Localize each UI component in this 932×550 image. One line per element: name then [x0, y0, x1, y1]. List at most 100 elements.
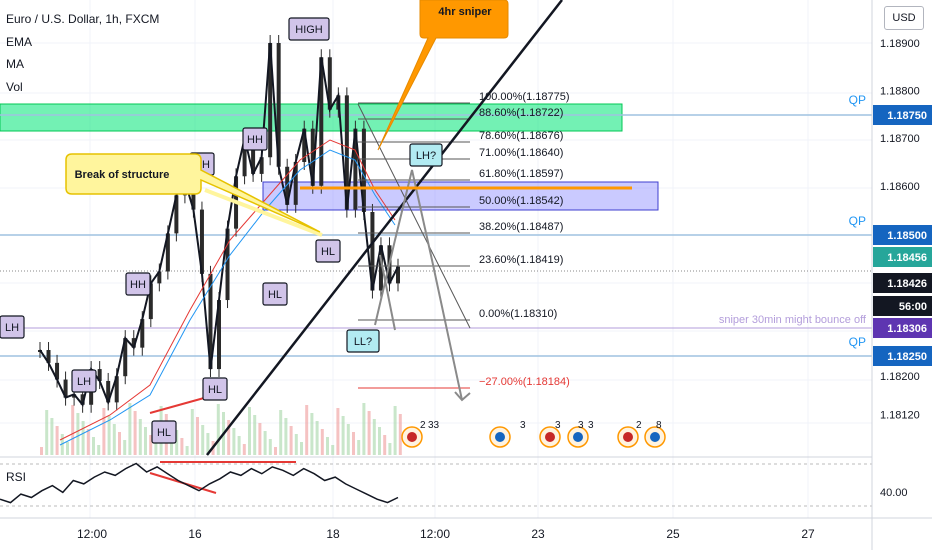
candle-body: [140, 319, 145, 348]
time-tick-label: 27: [801, 527, 815, 541]
sniper-annotation: sniper 30min might bounce off: [719, 314, 867, 326]
candle-body: [276, 43, 281, 167]
volume-bar: [40, 447, 43, 455]
candle-body: [199, 209, 204, 274]
candle-body: [55, 362, 60, 380]
rsi-label: RSI: [6, 470, 27, 484]
structure-label-box: [0, 315, 25, 339]
volume-bar: [107, 416, 111, 455]
candle-body: [361, 128, 366, 212]
currency-button[interactable]: USD: [884, 6, 924, 30]
volume-bar: [237, 436, 241, 455]
candle-body: [157, 271, 162, 284]
structure-label-box: [315, 239, 341, 263]
candle-body: [174, 195, 179, 234]
volume-bar: [263, 431, 267, 455]
time-tick-label: 16: [188, 527, 202, 541]
volume-bar: [253, 415, 257, 455]
time-axis[interactable]: 12:00 16 18 12:00 23 25 27: [77, 527, 815, 541]
rsi-value-label: 40.00: [880, 487, 908, 499]
candle-body: [242, 138, 247, 177]
qp-label: QP: [849, 93, 866, 107]
volume-bar: [185, 446, 189, 455]
fib-label: −27.00%(1.18184): [479, 376, 570, 388]
indicator-ema[interactable]: EMA: [6, 35, 33, 49]
supply-zone-green[interactable]: [0, 103, 623, 132]
structure-label-text: HH: [247, 134, 263, 146]
price-tag-box: [873, 273, 932, 293]
volume-bar: [60, 434, 64, 455]
price-tag-label: 1.18750: [887, 110, 927, 122]
volume-bar: [50, 418, 54, 455]
event-count: 3: [520, 420, 526, 431]
callout-break-of-structure[interactable]: Break of structure: [65, 153, 321, 233]
indicator-ma[interactable]: MA: [6, 57, 24, 71]
break-of-structure-text: Break of structure: [75, 169, 170, 181]
price-tag-box: [873, 225, 932, 245]
volume-bar: [201, 425, 205, 455]
volume-bar: [102, 408, 106, 455]
structure-label-text: LH: [5, 322, 19, 334]
volume-bar: [300, 442, 303, 455]
volume-bar: [242, 444, 246, 455]
volume-bar: [331, 445, 335, 455]
event-count: 2: [636, 420, 642, 431]
structure-label-box: [409, 143, 443, 167]
volume-bar: [76, 413, 80, 455]
candle-body: [72, 394, 77, 398]
structure-label-text: HL: [268, 289, 282, 301]
ma-line: [59, 149, 396, 446]
fib-retracement[interactable]: 100.00%(1.18775) 88.60%(1.18722) 78.60%(1.…: [358, 91, 570, 389]
candle-body: [208, 273, 213, 370]
volume-bar: [133, 411, 137, 455]
volume-bar: [393, 406, 397, 455]
event-count: 2: [420, 420, 426, 431]
structure-label-box: [288, 17, 330, 41]
volume-bar: [97, 445, 101, 455]
structure-label-text: HL: [321, 246, 335, 258]
volume-bars: [40, 403, 402, 455]
candle-body: [131, 338, 136, 348]
fib-label: 88.60%(1.18722): [479, 107, 563, 119]
volume-bar: [232, 428, 236, 455]
volume-bar: [144, 427, 147, 455]
structure-label-box: [346, 329, 380, 353]
volume-bar: [154, 443, 158, 455]
volume-bar: [279, 410, 283, 455]
indicator-vol[interactable]: Vol: [6, 80, 23, 94]
economic-events[interactable]: 2 33 3 3 3 3 2 8: [401, 420, 666, 448]
structure-label-box: [262, 282, 288, 306]
fib-label: 0.00%(1.18310): [479, 308, 557, 320]
price-tag-box: [873, 247, 932, 267]
volume-bar: [66, 442, 69, 455]
structure-label-box: [71, 369, 97, 393]
candle-body: [114, 376, 119, 403]
level-lines: [0, 114, 872, 357]
volume-bar: [55, 426, 59, 455]
volume-bar: [128, 403, 132, 455]
candle-body: [353, 128, 358, 210]
candle-body: [310, 128, 315, 186]
volume-bar: [138, 419, 142, 455]
chart-title: Euro / U.S. Dollar, 1h, FXCM: [6, 12, 160, 26]
volume-bar: [45, 410, 49, 455]
time-tick-label: 12:00: [77, 527, 107, 541]
candle-body: [165, 233, 170, 272]
volume-bar: [81, 421, 85, 455]
fib-label: 23.60%(1.18419): [479, 254, 563, 266]
volume-bar: [175, 430, 179, 455]
structure-label-text: HL: [157, 427, 171, 439]
volume-bar: [123, 440, 127, 455]
rising-trendline[interactable]: [206, 0, 563, 456]
candle-body: [191, 181, 196, 210]
demand-zone-blue[interactable]: [262, 181, 659, 211]
callout-4hr-sniper[interactable]: 4hr sniper: [377, 0, 509, 151]
price-tick-label: 1.18700: [880, 133, 920, 145]
volume-bar: [383, 435, 387, 455]
price-tick-label: 1.18800: [880, 86, 920, 98]
candle-body: [327, 57, 332, 110]
volume-bar: [378, 427, 381, 455]
volume-bar: [310, 413, 314, 455]
